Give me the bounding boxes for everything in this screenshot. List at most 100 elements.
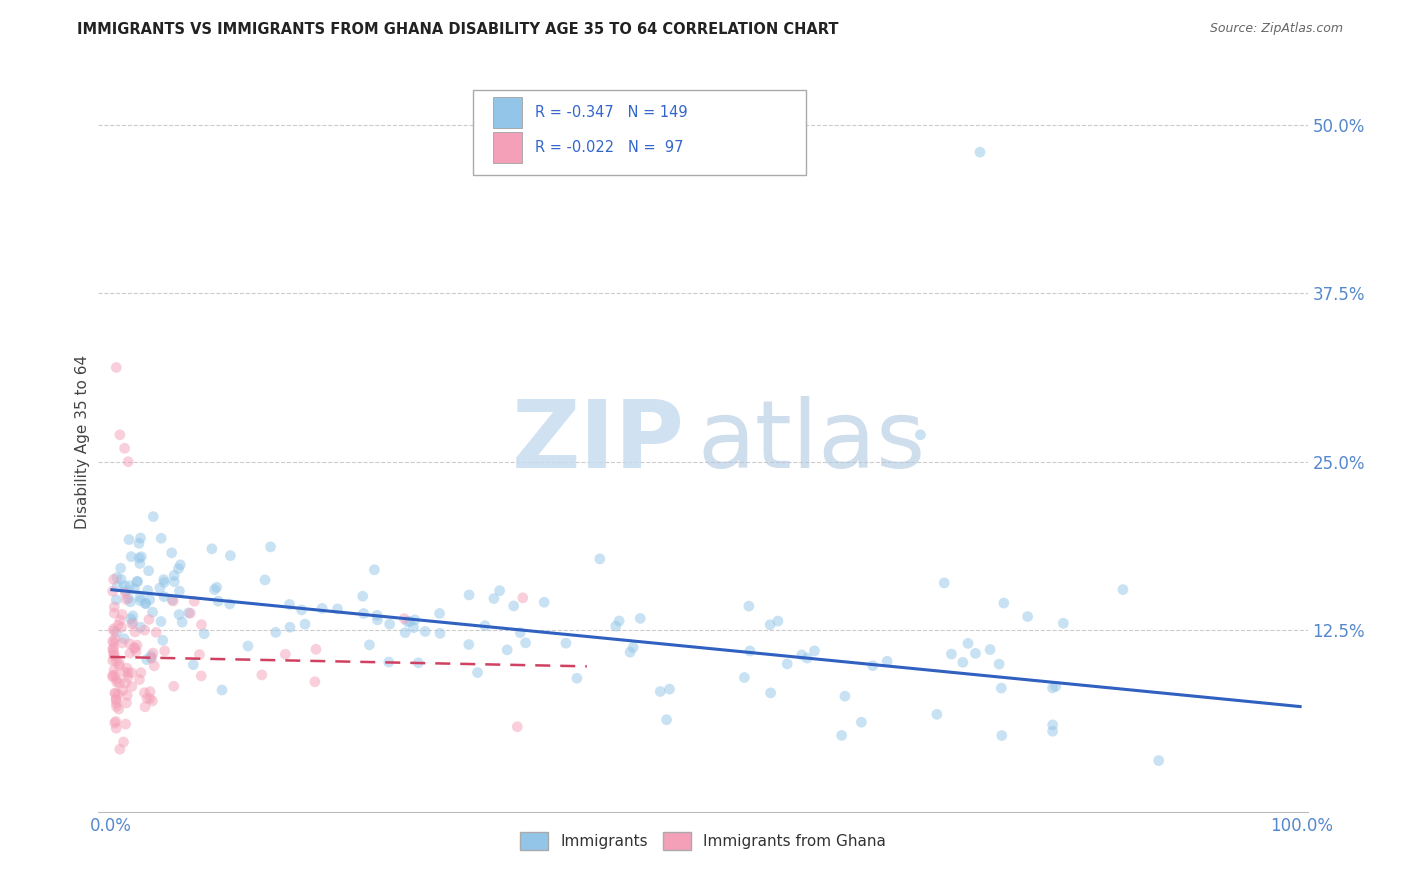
Point [134, 699, 156, 714]
Point [429, 607, 451, 621]
Point [941, 647, 963, 661]
Point [101, 668, 124, 682]
Point [105, 592, 128, 607]
Point [183, 657, 205, 672]
Point [408, 656, 430, 670]
Point [104, 686, 127, 700]
Point [352, 589, 374, 603]
Point [105, 625, 128, 640]
Point [628, 611, 651, 625]
Point [104, 714, 127, 729]
Point [103, 635, 125, 649]
Text: R = -0.347   N = 149: R = -0.347 N = 149 [534, 104, 688, 120]
Point [110, 572, 132, 586]
Point [153, 644, 176, 658]
Point [121, 616, 143, 631]
Point [378, 655, 401, 669]
Point [759, 617, 782, 632]
Point [114, 717, 136, 731]
Point [103, 645, 125, 659]
Point [111, 607, 134, 622]
Point [876, 654, 898, 668]
Point [142, 509, 165, 524]
Point [218, 597, 240, 611]
Point [605, 619, 627, 633]
Point [934, 575, 956, 590]
Point [127, 574, 149, 589]
Point [291, 603, 314, 617]
Point [650, 684, 672, 698]
Point [153, 590, 176, 604]
Point [188, 648, 211, 662]
Point [253, 573, 276, 587]
Point [129, 620, 152, 634]
Point [304, 674, 326, 689]
Point [103, 622, 125, 636]
Point [305, 642, 328, 657]
Point [111, 683, 134, 698]
Point [172, 615, 194, 629]
Text: Source: ZipAtlas.com: Source: ZipAtlas.com [1209, 22, 1343, 36]
Point [404, 613, 426, 627]
Point [129, 593, 152, 607]
Point [139, 648, 162, 663]
FancyBboxPatch shape [492, 132, 522, 163]
Point [169, 584, 191, 599]
Point [128, 673, 150, 687]
Point [122, 641, 145, 656]
Point [104, 716, 127, 731]
Point [1112, 582, 1135, 597]
Point [117, 665, 139, 680]
Point [965, 646, 987, 660]
Point [509, 625, 531, 640]
Text: atlas: atlas [697, 395, 925, 488]
Point [115, 696, 138, 710]
Point [162, 594, 184, 608]
Point [125, 638, 148, 652]
Point [108, 427, 131, 442]
Point [236, 639, 259, 653]
Point [979, 642, 1001, 657]
Point [619, 645, 641, 659]
Point [733, 671, 755, 685]
Point [201, 541, 224, 556]
Point [118, 579, 141, 593]
Point [207, 594, 229, 608]
Text: R = -0.022   N =  97: R = -0.022 N = 97 [534, 140, 683, 155]
Point [399, 615, 422, 629]
Point [105, 675, 128, 690]
Point [129, 531, 152, 545]
Y-axis label: Disability Age 35 to 64: Disability Age 35 to 64 [75, 354, 90, 529]
Point [135, 652, 157, 666]
Point [104, 632, 127, 646]
Point [512, 591, 534, 605]
Point [112, 735, 135, 749]
Point [278, 598, 301, 612]
Point [124, 625, 146, 640]
Point [264, 625, 287, 640]
Point [105, 696, 128, 710]
Point [149, 615, 172, 629]
Point [394, 625, 416, 640]
Point [139, 691, 162, 706]
Point [108, 613, 131, 627]
Point [145, 625, 167, 640]
Point [112, 632, 135, 646]
Point [190, 669, 212, 683]
Point [125, 645, 148, 659]
Point [114, 676, 136, 690]
Point [488, 583, 510, 598]
Point [118, 637, 141, 651]
Point [139, 684, 162, 698]
Point [103, 573, 125, 587]
Point [121, 608, 143, 623]
Point [136, 583, 159, 598]
Point [834, 689, 856, 703]
Point [738, 599, 761, 613]
Point [294, 617, 316, 632]
Point [125, 574, 148, 589]
Point [105, 570, 128, 584]
Point [120, 612, 142, 626]
Point [101, 670, 124, 684]
Point [101, 642, 124, 657]
